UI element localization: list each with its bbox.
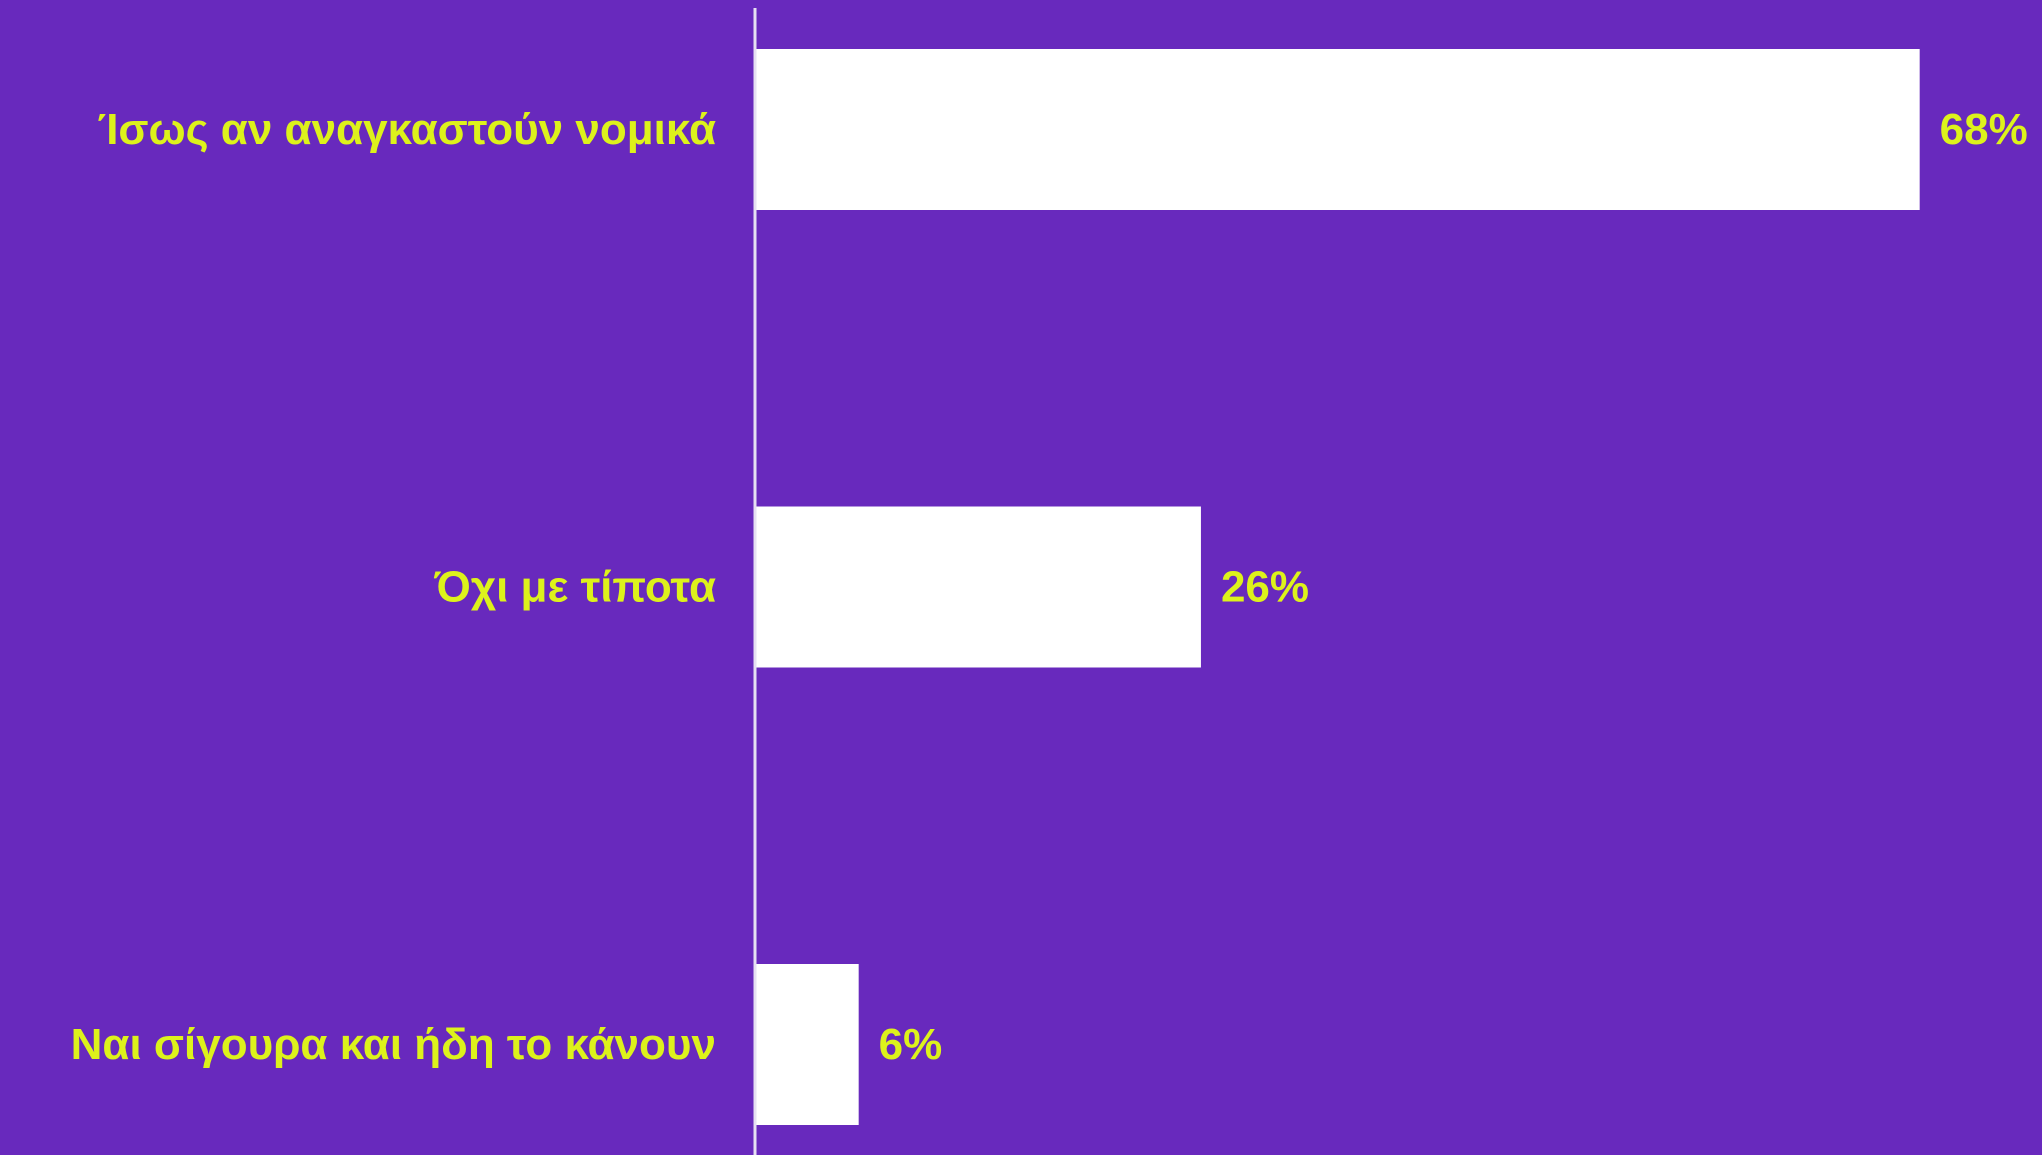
value-label-3: 6% <box>879 1020 943 1069</box>
value-label-2: 26% <box>1221 563 1309 612</box>
value-label-1: 68% <box>1940 105 2028 154</box>
bar-2 <box>756 506 1201 668</box>
bar-3 <box>756 964 859 1125</box>
category-label-3: Ναι σίγουρα και ήδη το κάνουν <box>71 1020 716 1069</box>
bar-1 <box>756 49 1920 210</box>
category-label-1: Ίσως αν αναγκαστούν νομικά <box>98 105 716 154</box>
bars-layer: Ίσως αν αναγκαστούν νομικά 68% Όχι με τίπο… <box>71 49 2028 1125</box>
category-label-2: Όχι με τίποτα <box>433 563 716 612</box>
